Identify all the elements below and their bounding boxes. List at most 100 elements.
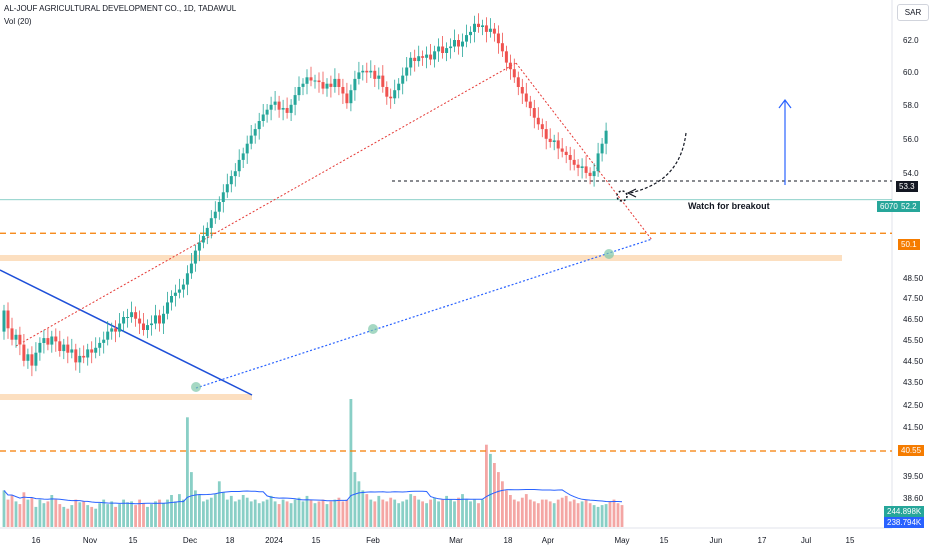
candle-body — [78, 355, 82, 363]
candle-body — [241, 153, 245, 160]
volume-bar — [437, 501, 440, 527]
volume-bar — [174, 501, 177, 527]
x-tick-label: 15 — [129, 536, 138, 545]
candle-body — [445, 48, 449, 53]
candle-body — [162, 313, 165, 324]
volume-bar — [469, 501, 472, 527]
low-support-band — [0, 394, 252, 400]
volume-bar — [130, 501, 133, 527]
candle-body — [381, 75, 385, 87]
volume-bar — [417, 499, 421, 527]
volume-bar — [381, 499, 385, 527]
volume-bar — [78, 502, 82, 527]
volume-bar — [58, 504, 62, 527]
candle-body — [453, 40, 456, 47]
y-tick-label: 45.50 — [903, 336, 924, 345]
candle-body — [249, 135, 253, 144]
candle-body — [38, 342, 42, 353]
volume-bar — [221, 492, 225, 527]
y-tick-label: 62.0 — [903, 36, 919, 45]
volume-bar — [118, 504, 121, 527]
candle-body — [301, 83, 305, 87]
candle-body — [94, 347, 98, 353]
volume-bar — [54, 499, 58, 527]
candle-body — [572, 159, 576, 165]
volume-bar — [572, 499, 576, 527]
candle-body — [604, 130, 608, 144]
volume-bar — [38, 499, 42, 527]
candle-body — [373, 70, 377, 79]
x-tick-label: Nov — [83, 536, 97, 545]
candle-body — [237, 159, 241, 172]
candle-body — [189, 263, 193, 274]
candle-body — [560, 148, 564, 152]
candle-body — [150, 323, 153, 326]
candle-body — [329, 83, 333, 87]
x-tick-label: 15 — [660, 536, 669, 545]
candle-body — [512, 69, 516, 78]
y-tick-label: 58.0 — [903, 101, 919, 110]
x-tick-label: 18 — [226, 536, 235, 545]
volume-bar — [556, 499, 560, 527]
candle-body — [106, 331, 110, 340]
candle-body — [544, 129, 548, 139]
candle-body — [461, 41, 464, 47]
candle-body — [317, 80, 321, 83]
candle-body — [405, 67, 409, 76]
bar-count-tag: 6070 — [877, 201, 901, 212]
candle-body — [6, 310, 10, 329]
candle-body — [66, 344, 70, 353]
candle-body — [2, 310, 6, 332]
volume-bar — [309, 499, 313, 527]
volume-bar — [297, 497, 301, 527]
candle-body — [349, 90, 353, 104]
y-tick-label: 46.50 — [903, 315, 924, 324]
chart-title: AL-JOUF AGRICULTURAL DEVELOPMENT CO., 1D… — [4, 4, 237, 13]
volume-bar — [477, 503, 480, 527]
candle-body — [600, 143, 604, 154]
volume-indicator-label[interactable]: Vol (20) — [4, 17, 32, 26]
volume-bar — [293, 499, 297, 527]
candle-body — [580, 166, 584, 168]
x-tick-label: Feb — [366, 536, 380, 545]
volume-bars — [2, 399, 624, 527]
candle-body — [126, 317, 130, 318]
volume-bar — [74, 499, 78, 527]
volume-bar — [18, 504, 22, 527]
volume-bar — [560, 497, 564, 527]
volume-bar — [584, 499, 588, 527]
volume-bar — [616, 503, 620, 527]
candlesticks — [2, 13, 608, 377]
volume-bar — [357, 481, 361, 527]
candle-body — [520, 87, 524, 94]
volume-bar — [261, 501, 265, 527]
volume-bar — [600, 505, 604, 527]
volume-bar — [82, 501, 86, 527]
candle-body — [481, 25, 484, 27]
candle-body — [197, 242, 201, 251]
candle-body — [488, 28, 492, 32]
candle-body — [138, 318, 142, 324]
volume-bar — [42, 503, 46, 527]
volume-bar — [528, 499, 532, 527]
candle-body — [217, 202, 221, 212]
candle-body — [429, 54, 433, 60]
candle-body — [205, 227, 209, 236]
candle-body — [14, 334, 18, 340]
candle-body — [449, 46, 453, 49]
volume-bar — [10, 495, 14, 527]
volume-bar — [253, 499, 257, 527]
candle-body — [102, 339, 106, 343]
volume-bar — [102, 499, 106, 527]
volume-bar — [540, 499, 544, 527]
volume-bar — [369, 499, 373, 527]
volume-bar — [433, 497, 436, 527]
candle-body — [552, 140, 556, 142]
currency-selector[interactable]: SAR — [897, 4, 929, 21]
volume-bar — [493, 463, 496, 527]
volume-bar — [401, 501, 405, 527]
volume-bar — [341, 501, 345, 527]
candle-body — [500, 43, 504, 52]
low-support-price-tag: 40.55 — [898, 445, 925, 456]
